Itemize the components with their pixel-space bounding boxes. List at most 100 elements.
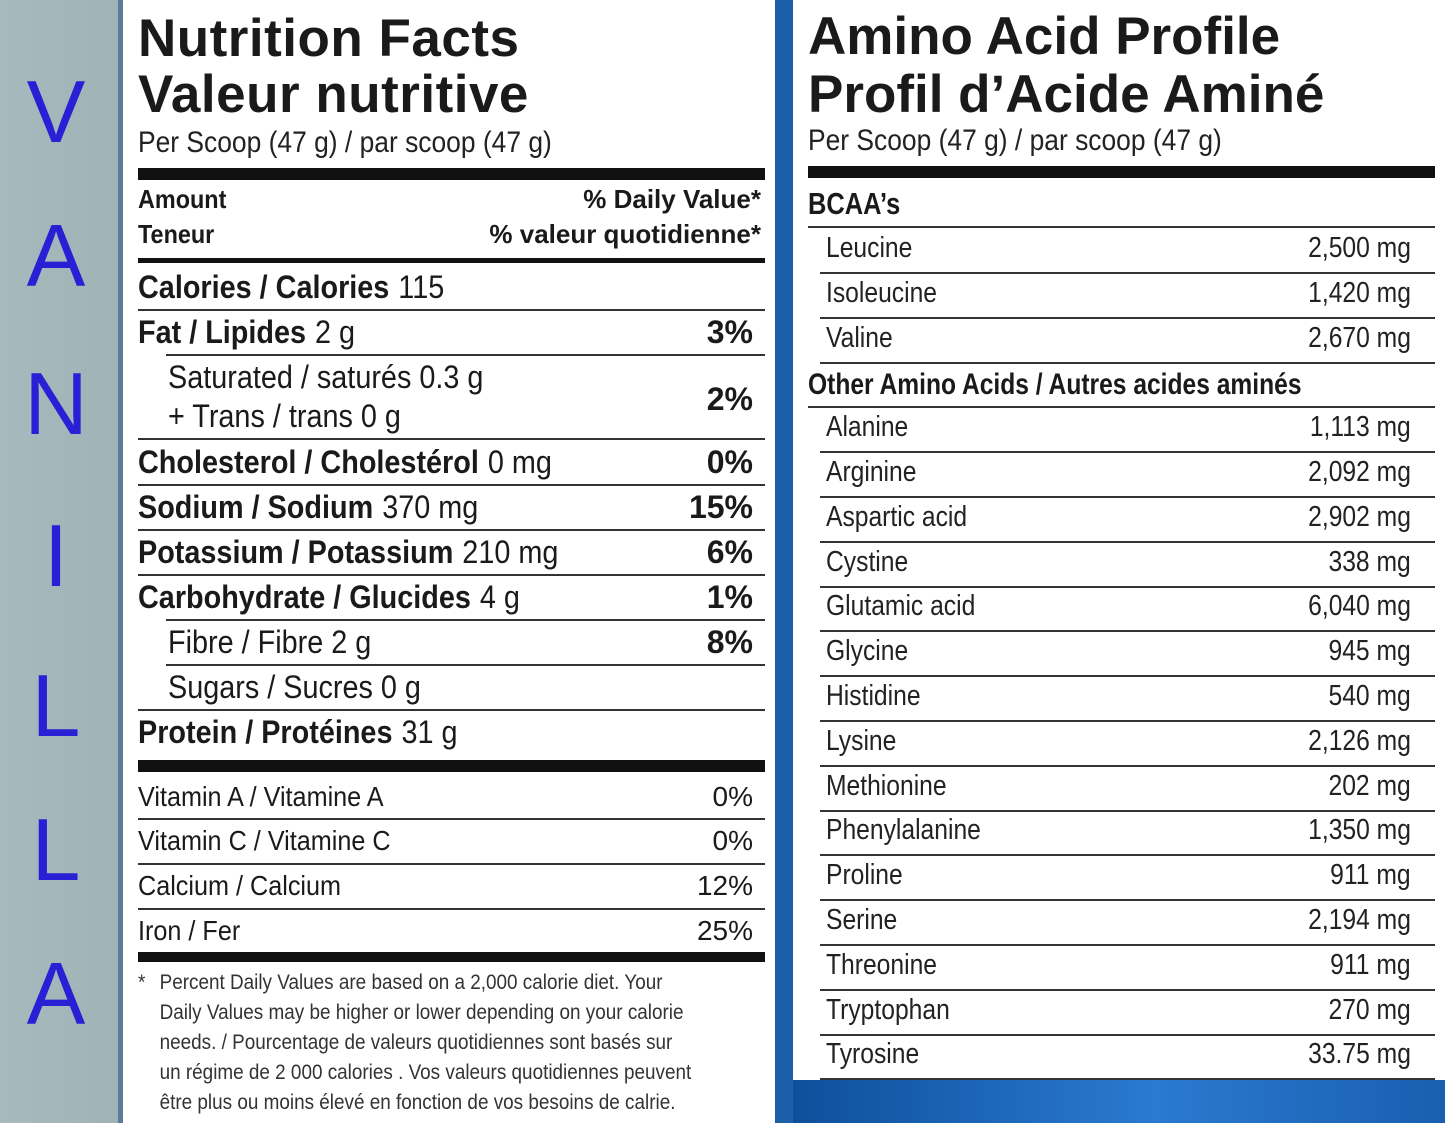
nutrient-label: + Trans / trans 0 g (168, 398, 401, 434)
amino-serving: Per Scoop (47 g) / par scoop (47 g) (808, 124, 1222, 157)
nutrient-label: Carbohydrate / Glucides (138, 579, 471, 615)
flavor-letter: L (31, 656, 81, 755)
nutrient-row-carbohydrate: Carbohydrate / Glucides 4 g 1% (138, 579, 765, 619)
thick-rule (808, 166, 1435, 178)
amino-row-methionine: Methionine 202 mg (808, 770, 1435, 810)
amino-name: Lysine (826, 724, 897, 757)
rule (138, 438, 765, 440)
amino-row-tyrosine: Tyrosine 33.75 mg (808, 1038, 1435, 1078)
amino-value: 6,040 mg (1308, 590, 1411, 623)
amino-value: 2,902 mg (1308, 500, 1411, 533)
amino-row-aspartic-acid: Aspartic acid 2,902 mg (808, 501, 1435, 541)
vitamin-pct: 25% (696, 915, 753, 946)
nutrient-amount: 0 mg (487, 444, 552, 480)
amino-row-isoleucine: Isoleucine 1,420 mg (808, 277, 1435, 317)
nutrient-pct: 0% (706, 444, 753, 480)
nutrient-row-calories: Calories / Calories 115 (138, 269, 765, 309)
amino-value: 2,500 mg (1308, 232, 1411, 264)
nutrient-amount: 210 mg (462, 534, 559, 570)
footnote-text: Percent Daily Values are based on a 2,00… (159, 971, 692, 1114)
medium-rule (138, 258, 765, 263)
amino-name: Phenylalanine (826, 814, 981, 847)
amino-row-valine: Valine 2,670 mg (808, 322, 1435, 362)
nutrient-amount: 31 g (401, 714, 458, 750)
rule (820, 899, 1435, 902)
rule (820, 764, 1435, 767)
nutrition-title-en: Nutrition Facts (138, 9, 520, 68)
rule (820, 585, 1435, 588)
amino-row-lysine: Lysine 2,126 mg (808, 725, 1435, 765)
amount-header-fr: Teneur % valeur quotidienne* (138, 219, 765, 253)
vitamin-label: Vitamin C / Vitamine C (138, 825, 391, 856)
nutrient-label: Sugars / Sucres 0 g (168, 669, 421, 705)
panel-divider (118, 0, 123, 1123)
nutrient-label: Potassium / Potassium (138, 534, 454, 570)
amount-label-fr: Teneur (138, 219, 215, 249)
amino-name: Leucine (826, 232, 913, 264)
amino-row-proline: Proline 911 mg (808, 859, 1435, 899)
rule (820, 496, 1435, 498)
nutrient-row-potassium: Potassium / Potassium 210 mg 6% (138, 534, 765, 574)
panel-divider (775, 0, 793, 1123)
amino-value: 2,126 mg (1308, 724, 1411, 757)
rule (138, 908, 765, 910)
rule (138, 529, 765, 531)
vitamin-label: Calcium / Calcium (138, 870, 342, 901)
bcaa-title: BCAA’s (808, 186, 901, 221)
rule (820, 809, 1435, 812)
vitamin-pct: 0% (712, 781, 753, 812)
amino-value: 945 mg (1328, 635, 1411, 668)
amino-value: 2,092 mg (1308, 456, 1411, 488)
amino-name: Isoleucine (826, 276, 938, 309)
amino-title-en: Amino Acid Profile (808, 7, 1281, 66)
amino-name: Alanine (826, 411, 909, 444)
rule (820, 1078, 1435, 1081)
nutrient-pct: 3% (706, 314, 753, 350)
rule (138, 484, 765, 486)
rule (808, 226, 1435, 228)
blue-background (793, 1080, 1445, 1123)
nutrient-amount: 4 g (479, 579, 520, 615)
flavor-letter: A (26, 206, 86, 305)
amino-name: Tryptophan (826, 993, 950, 1026)
rule (820, 361, 1435, 364)
nutrient-amount: 370 mg (382, 489, 479, 525)
nutrition-title-fr: Valeur nutritive (138, 65, 529, 124)
nutrition-facts-panel: Nutrition Facts Valeur nutritive Per Sco… (123, 0, 775, 1123)
amino-name: Threonine (826, 948, 938, 981)
rule (138, 574, 765, 576)
amino-name: Cystine (826, 545, 909, 578)
rule (138, 709, 765, 711)
other-amino-title: Other Amino Acids / Autres acides aminés (808, 368, 1302, 402)
footnote: * Percent Daily Values are based on a 2,… (138, 968, 696, 1118)
nutrient-pct: 6% (706, 534, 753, 570)
nutrient-amount: 115 (398, 269, 445, 305)
amino-name: Serine (826, 904, 898, 936)
dv-label-fr: % valeur quotidienne* (489, 219, 761, 249)
flavor-letter: V (26, 62, 86, 161)
vitamin-label: Vitamin A / Vitamine A (138, 781, 384, 812)
nutrient-row-sodium: Sodium / Sodium 370 mg 15% (138, 489, 765, 529)
nutrient-pct: 8% (706, 624, 753, 660)
footnote-star: * (138, 971, 146, 994)
amino-row-cystine: Cystine 338 mg (808, 546, 1435, 586)
vitamin-pct: 12% (696, 870, 753, 901)
amino-value: 338 mg (1328, 545, 1411, 578)
rule (138, 863, 765, 865)
rule (820, 720, 1435, 722)
nutrient-row-fat: Fat / Lipides 2 g 3% (138, 314, 765, 354)
flavor-strip: V A N I L L A (0, 0, 118, 1123)
nutrient-row-trans: + Trans / trans 0 g (138, 398, 765, 438)
amino-row-threonine: Threonine 911 mg (808, 949, 1435, 989)
amino-value: 1,113 mg (1310, 411, 1411, 444)
nutrient-row-fibre: Fibre / Fibre 2 g 8% (138, 624, 765, 664)
amino-name: Tyrosine (826, 1038, 920, 1071)
amino-value: 2,670 mg (1308, 321, 1411, 354)
rule (166, 664, 765, 666)
amino-row-glycine: Glycine 945 mg (808, 635, 1435, 675)
rule (166, 619, 765, 621)
vitamin-row: Vitamin A / Vitamine A 0% (138, 781, 765, 821)
rule (820, 854, 1435, 857)
amino-value: 202 mg (1328, 769, 1411, 802)
amino-name: Histidine (826, 680, 921, 712)
